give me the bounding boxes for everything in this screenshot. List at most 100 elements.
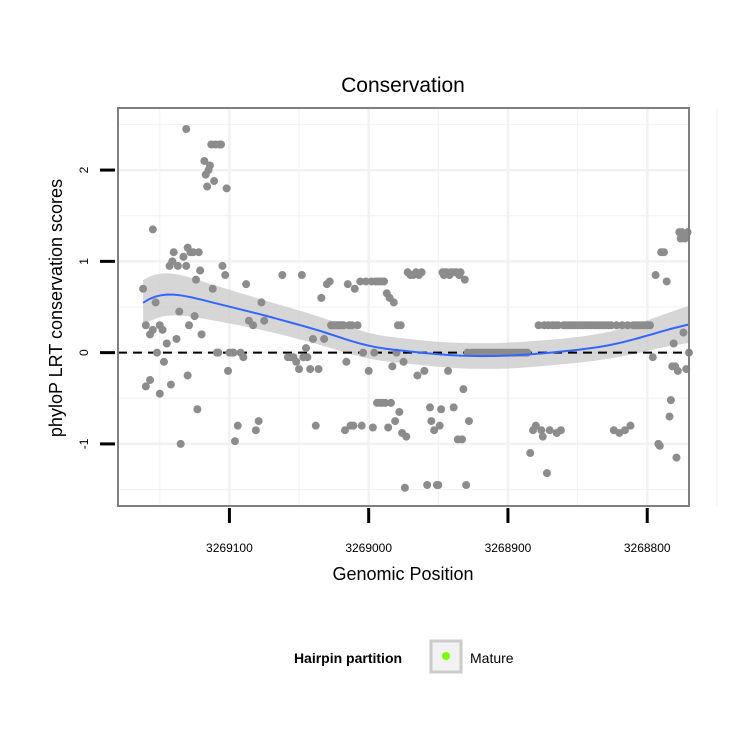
data-point bbox=[193, 405, 202, 414]
data-points bbox=[139, 124, 693, 492]
data-point bbox=[214, 348, 223, 357]
data-point bbox=[460, 275, 469, 284]
data-point bbox=[349, 421, 358, 430]
data-point bbox=[233, 421, 242, 430]
data-point bbox=[680, 234, 689, 243]
legend-key bbox=[429, 639, 463, 674]
y-tick-label: 0 bbox=[77, 349, 91, 356]
data-point bbox=[662, 277, 671, 286]
data-point bbox=[673, 366, 682, 375]
data-point bbox=[353, 321, 362, 330]
data-point bbox=[278, 271, 287, 280]
plot-border bbox=[117, 107, 690, 507]
legend-key-marker bbox=[442, 652, 450, 660]
data-point bbox=[158, 325, 167, 334]
data-point bbox=[239, 353, 248, 362]
data-point bbox=[190, 312, 199, 321]
data-point bbox=[386, 398, 395, 407]
data-point bbox=[437, 405, 446, 414]
data-point bbox=[151, 298, 160, 307]
data-point bbox=[303, 353, 312, 362]
data-point bbox=[370, 348, 379, 357]
y-axis: -1 0 1 2 bbox=[77, 166, 115, 449]
y-tick-label: -1 bbox=[77, 438, 91, 449]
data-point bbox=[646, 321, 655, 330]
data-point bbox=[242, 280, 251, 289]
data-point bbox=[306, 365, 315, 374]
data-point bbox=[389, 298, 398, 307]
x-axis: 3269100 3269000 3268900 3268800 bbox=[206, 508, 671, 555]
data-point bbox=[648, 353, 657, 362]
data-point bbox=[176, 439, 185, 448]
data-point bbox=[175, 307, 184, 316]
data-point bbox=[221, 271, 230, 280]
data-point bbox=[391, 417, 400, 426]
data-point bbox=[607, 321, 616, 330]
data-point bbox=[666, 396, 675, 405]
data-point bbox=[230, 437, 239, 446]
data-point bbox=[626, 421, 635, 430]
data-point bbox=[197, 330, 206, 339]
data-point bbox=[222, 184, 231, 193]
data-point bbox=[388, 362, 397, 371]
data-point bbox=[350, 284, 359, 293]
data-point bbox=[173, 261, 182, 270]
data-point bbox=[200, 156, 209, 165]
legend-label-mature: Mature bbox=[470, 650, 514, 666]
data-point bbox=[672, 453, 681, 462]
data-point bbox=[308, 334, 317, 343]
data-point bbox=[430, 426, 439, 435]
data-point bbox=[683, 228, 692, 237]
data-point bbox=[320, 334, 329, 343]
data-point bbox=[435, 421, 444, 430]
data-point bbox=[325, 277, 334, 286]
data-point bbox=[183, 371, 192, 380]
data-point bbox=[420, 366, 429, 375]
data-point bbox=[249, 321, 258, 330]
data-point bbox=[665, 412, 674, 421]
y-tick-label: 2 bbox=[77, 166, 91, 173]
data-point bbox=[618, 321, 627, 330]
data-point bbox=[203, 182, 212, 191]
data-point bbox=[257, 298, 266, 307]
smooth-curve bbox=[142, 293, 690, 358]
data-point bbox=[302, 344, 311, 353]
data-point bbox=[456, 268, 465, 277]
data-point bbox=[651, 271, 660, 280]
data-point bbox=[189, 248, 198, 257]
data-point bbox=[556, 426, 565, 435]
data-point bbox=[168, 257, 177, 266]
data-point bbox=[254, 417, 263, 426]
data-point bbox=[343, 280, 352, 289]
data-point bbox=[361, 277, 370, 286]
confidence-band bbox=[143, 273, 690, 369]
data-point bbox=[205, 161, 214, 170]
data-point bbox=[402, 432, 411, 441]
data-point bbox=[659, 248, 668, 257]
data-point bbox=[339, 321, 348, 330]
data-point bbox=[545, 426, 554, 435]
data-point bbox=[526, 449, 535, 458]
x-tick-label: 3269100 bbox=[206, 541, 253, 555]
confidence-band-area bbox=[143, 273, 690, 369]
data-point bbox=[172, 334, 181, 343]
data-point bbox=[384, 423, 393, 432]
x-axis-title: Genomic Position bbox=[332, 564, 473, 584]
data-point bbox=[191, 275, 200, 284]
data-point bbox=[554, 321, 563, 330]
data-point bbox=[155, 389, 164, 398]
data-point bbox=[182, 261, 191, 270]
data-point bbox=[531, 421, 540, 430]
data-point bbox=[444, 366, 453, 375]
data-point bbox=[311, 421, 320, 430]
data-point bbox=[425, 403, 434, 412]
data-point bbox=[342, 357, 351, 366]
data-point bbox=[462, 481, 471, 490]
data-point bbox=[162, 339, 171, 348]
data-point bbox=[166, 380, 175, 389]
data-point bbox=[679, 328, 688, 337]
data-point bbox=[218, 261, 227, 270]
data-point bbox=[146, 376, 155, 385]
data-point bbox=[196, 266, 205, 275]
